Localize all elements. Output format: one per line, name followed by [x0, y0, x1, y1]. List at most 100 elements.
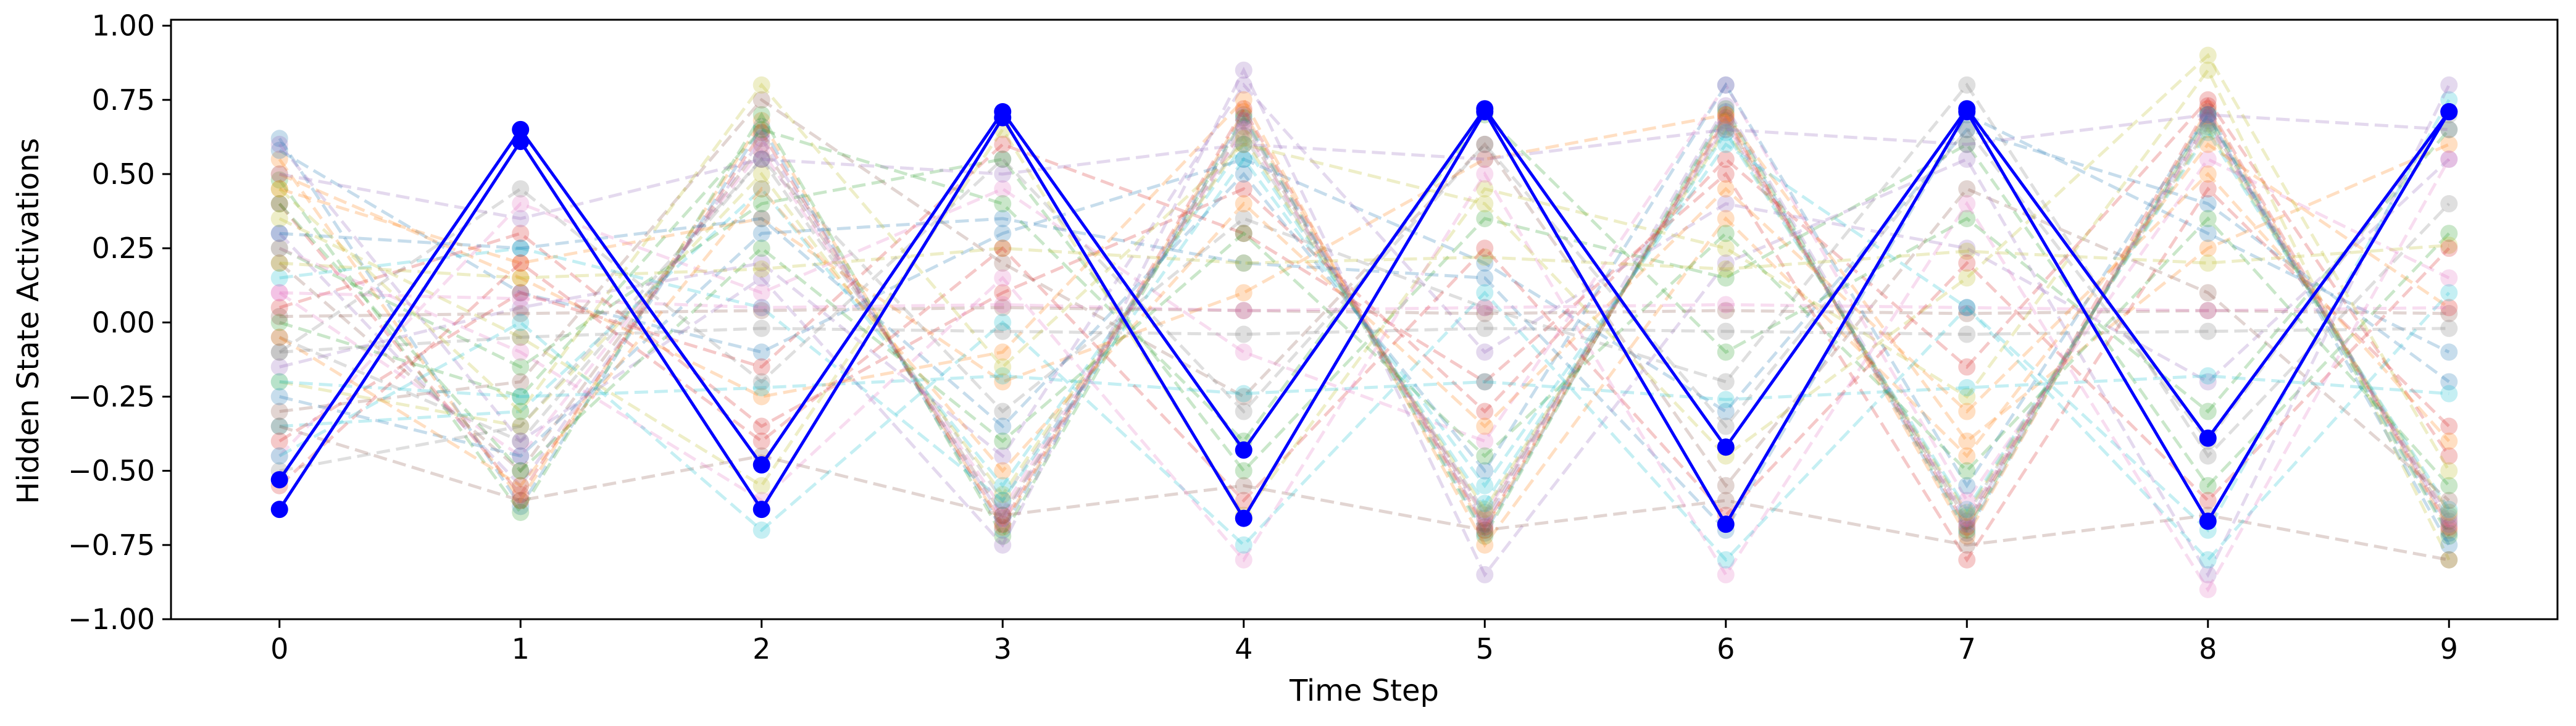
- background-series-line: [278, 97, 2451, 457]
- background-data-point: [2199, 103, 2217, 121]
- background-data-point: [752, 76, 770, 94]
- background-series: [270, 76, 2458, 509]
- background-data-point: [512, 210, 530, 228]
- background-data-point: [1235, 135, 1253, 153]
- background-data-point: [752, 120, 770, 138]
- background-data-point: [994, 515, 1012, 533]
- highlight-data-point: [2440, 103, 2458, 121]
- background-data-point: [1476, 494, 1494, 512]
- background-data-point: [1476, 417, 1494, 435]
- background-data-point: [1476, 524, 1494, 542]
- background-data-point: [1958, 509, 1976, 527]
- background-data-point: [1717, 118, 1735, 136]
- background-data-point: [1958, 432, 1976, 450]
- background-data-point: [2440, 521, 2458, 539]
- x-tick-label: 9: [2440, 632, 2458, 666]
- background-data-point: [2199, 106, 2217, 123]
- background-data-point: [752, 299, 770, 317]
- background-data-point: [1235, 112, 1253, 130]
- background-data-point: [1235, 195, 1253, 213]
- background-data-point: [994, 150, 1012, 168]
- background-data-point: [270, 328, 288, 346]
- background-data-point: [752, 358, 770, 376]
- background-data-point: [270, 225, 288, 243]
- background-data-point: [752, 180, 770, 198]
- background-data-point: [1958, 120, 1976, 138]
- background-data-point: [1958, 325, 1976, 343]
- background-data-point: [1958, 135, 1976, 153]
- background-data-point: [512, 269, 530, 287]
- background-data-point: [1235, 477, 1253, 494]
- background-data-point: [512, 290, 530, 307]
- background-data-point: [994, 506, 1012, 524]
- background-data-point: [1235, 210, 1253, 228]
- background-data-point: [1476, 501, 1494, 519]
- background-data-point: [1717, 100, 1735, 118]
- background-series: [270, 115, 2458, 527]
- background-data-point: [2440, 120, 2458, 138]
- highlight-data-point: [1717, 438, 1735, 456]
- background-data-point: [1235, 551, 1253, 569]
- background-data-point: [2440, 120, 2458, 138]
- background-data-point: [2199, 477, 2217, 494]
- background-data-point: [2199, 491, 2217, 509]
- background-data-point: [270, 447, 288, 465]
- background-data-point: [1958, 447, 1976, 465]
- background-data-point: [2199, 180, 2217, 198]
- highlight-data-point: [1235, 509, 1253, 527]
- background-series-line: [278, 117, 2451, 525]
- background-data-point: [512, 304, 530, 322]
- background-data-point: [1958, 269, 1976, 287]
- background-data-point: [2440, 304, 2458, 322]
- background-data-point: [512, 254, 530, 272]
- background-data-point: [1717, 491, 1735, 509]
- background-data-point: [2440, 269, 2458, 287]
- background-series: [270, 97, 2458, 533]
- background-data-point: [1717, 115, 1735, 133]
- background-data-point: [1717, 391, 1735, 409]
- y-tick-label: 0.00: [92, 306, 155, 339]
- background-data-point: [752, 319, 770, 337]
- background-data-point: [2199, 46, 2217, 64]
- background-series-line: [278, 97, 2450, 548]
- background-series: [270, 91, 2458, 465]
- background-data-point: [1476, 304, 1494, 322]
- background-data-point: [2440, 512, 2458, 530]
- background-data-point: [1476, 403, 1494, 420]
- background-data-point: [270, 150, 288, 168]
- background-data-point: [1717, 551, 1735, 569]
- background-data-point: [2199, 284, 2217, 302]
- background-data-point: [2199, 580, 2217, 598]
- background-data-point: [270, 417, 288, 435]
- background-data-point: [2440, 524, 2458, 542]
- background-data-point: [1717, 322, 1735, 340]
- background-data-point: [994, 491, 1012, 509]
- background-data-point: [1235, 385, 1253, 403]
- background-data-point: [512, 462, 530, 480]
- background-data-point: [994, 195, 1012, 213]
- background-data-point: [994, 299, 1012, 317]
- background-series: [270, 240, 2458, 524]
- background-data-point: [1476, 536, 1494, 554]
- background-data-point: [1235, 165, 1253, 183]
- background-data-point: [752, 521, 770, 539]
- background-data-point: [512, 240, 530, 257]
- background-data-point: [994, 367, 1012, 385]
- background-data-point: [512, 403, 530, 420]
- background-data-point: [752, 91, 770, 109]
- background-series-line: [279, 98, 2450, 502]
- background-data-point: [2199, 61, 2217, 79]
- background-data-point: [1235, 150, 1253, 168]
- background-data-point: [1476, 565, 1494, 583]
- background-data-point: [994, 240, 1012, 257]
- background-data-point: [2440, 462, 2458, 480]
- background-data-point: [1958, 506, 1976, 524]
- background-data-point: [994, 403, 1012, 420]
- background-data-point: [2440, 447, 2458, 465]
- background-series-line: [279, 127, 2451, 515]
- background-data-point: [1717, 477, 1735, 494]
- background-data-point: [2199, 403, 2217, 420]
- background-data-point: [994, 477, 1012, 494]
- background-data-point: [1958, 518, 1976, 536]
